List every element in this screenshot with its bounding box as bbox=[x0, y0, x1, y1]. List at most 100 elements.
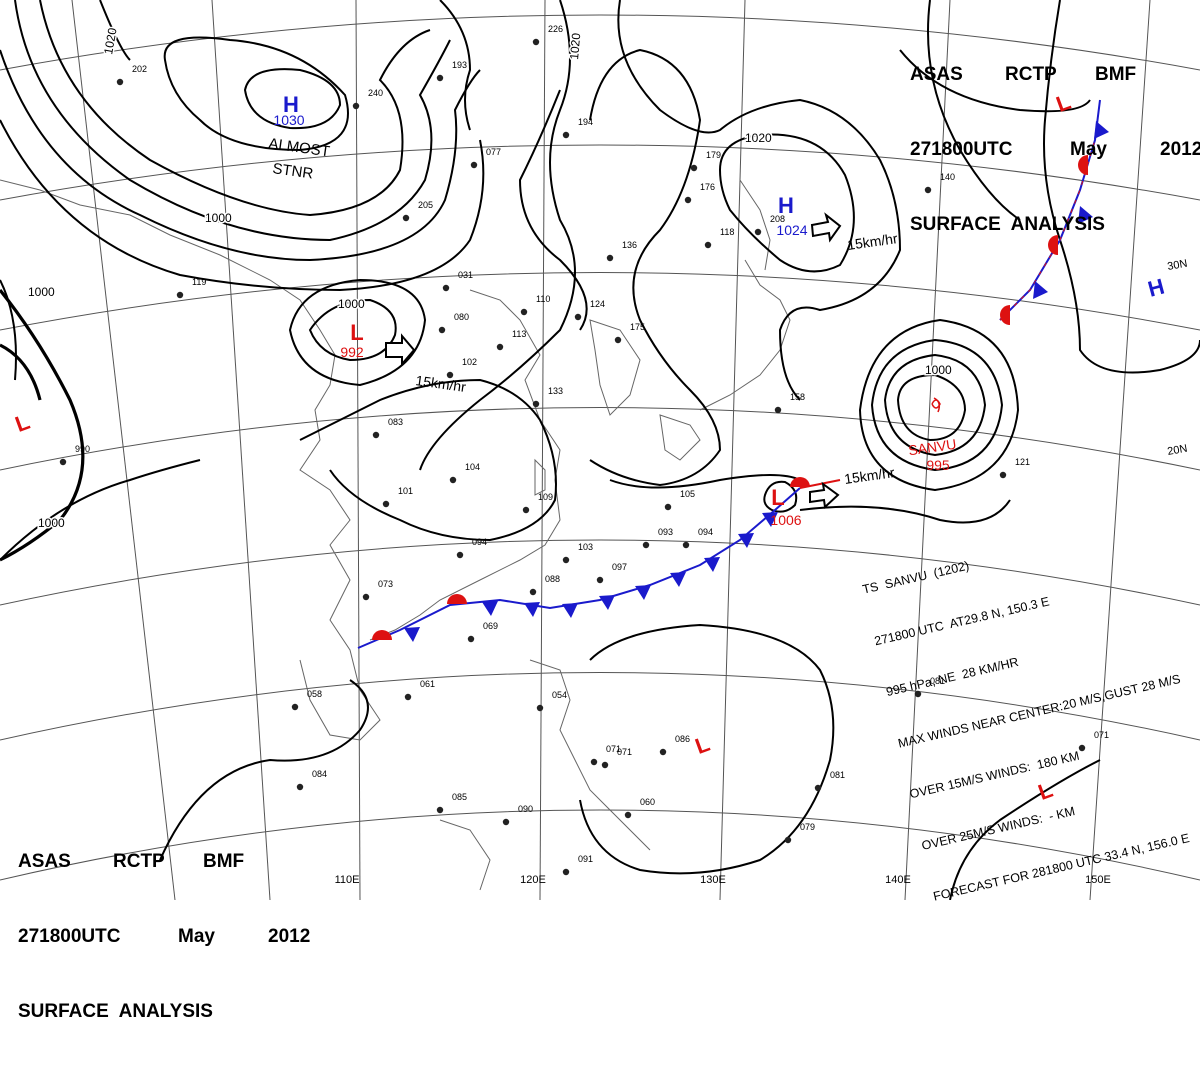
station-circle-icon bbox=[176, 291, 184, 299]
warm-front-semicircle-icon bbox=[447, 594, 467, 604]
station-pressure: 121 bbox=[1015, 457, 1030, 467]
station-pressure: 031 bbox=[458, 270, 473, 280]
header-year: 2012 bbox=[1160, 139, 1200, 160]
station-pressure: 193 bbox=[452, 60, 467, 70]
station-pressure: 175 bbox=[630, 322, 645, 332]
cold-front-barb-icon bbox=[738, 533, 754, 548]
weather-map: 226 193 240 194 077 179 176 205 208 136 118 031 110 1… bbox=[0, 0, 1200, 900]
station-pressure: 110 bbox=[536, 294, 550, 304]
longitude-label: 140E bbox=[885, 874, 911, 886]
warm-front-semicircle-icon bbox=[1048, 235, 1058, 255]
typhoon-name: SANVU bbox=[907, 436, 957, 459]
low-pressure-label: L bbox=[771, 485, 784, 510]
station-pressure: 073 bbox=[378, 579, 393, 589]
high-pressure-label: H bbox=[1145, 274, 1167, 302]
header-agency: ASAS bbox=[18, 851, 71, 872]
station-pressure: 990 bbox=[75, 444, 90, 454]
station-circle-icon bbox=[520, 308, 528, 316]
major-isobars bbox=[0, 289, 85, 562]
station-circle-icon bbox=[774, 406, 782, 414]
station-circle-icon bbox=[536, 704, 544, 712]
station-pressure: 054 bbox=[552, 690, 567, 700]
isobars bbox=[0, 0, 1200, 900]
low-pressure-label: L bbox=[692, 731, 713, 759]
station-circle-icon bbox=[562, 556, 570, 564]
station-pressure: 079 bbox=[800, 822, 815, 832]
station-circle-icon bbox=[456, 551, 464, 559]
motion-arrow-icon bbox=[385, 333, 416, 367]
header-center: RCTP bbox=[1005, 64, 1057, 85]
motion-speed-label: 15km/hr bbox=[846, 230, 899, 253]
station-pressure: 205 bbox=[418, 200, 433, 210]
latitude-label: 30N bbox=[1166, 258, 1188, 273]
cold-front-barb-icon bbox=[404, 627, 420, 642]
station-circle-icon bbox=[1078, 744, 1086, 752]
isobar-label: 1020 bbox=[567, 32, 583, 60]
surface-analysis-chart: 226 193 240 194 077 179 176 205 208 136 118 031 110 1… bbox=[0, 0, 1200, 1022]
station-pressure: 240 bbox=[368, 88, 383, 98]
header-top-right: ASAS RCTP BMF 271800UTC May 2012 SURFACE ANA… bbox=[910, 12, 1200, 287]
header-code: BMF bbox=[1095, 64, 1137, 85]
station-pressure: 071 bbox=[606, 744, 621, 754]
longitude-label: 150E bbox=[1085, 874, 1111, 886]
station-pressure: 071 bbox=[617, 747, 632, 757]
station-circle-icon bbox=[296, 783, 304, 791]
station-pressure: 136 bbox=[622, 240, 637, 250]
header-agency: ASAS bbox=[910, 64, 963, 85]
station-circle-icon bbox=[999, 471, 1007, 479]
station-circle-icon bbox=[596, 576, 604, 584]
station-pressure: 105 bbox=[680, 489, 695, 499]
station-circle-icon bbox=[372, 431, 380, 439]
isobar-label: 1000 bbox=[925, 363, 952, 377]
low-pressure-label: L bbox=[12, 409, 33, 437]
station-circle-icon bbox=[659, 748, 667, 756]
header-month: May bbox=[178, 926, 215, 947]
station-circle-icon bbox=[532, 38, 540, 46]
header-month: May bbox=[1070, 139, 1107, 160]
motion-speed-label: 15km/hr bbox=[843, 464, 896, 487]
station-circle-icon bbox=[382, 500, 390, 508]
station-circle-icon bbox=[590, 758, 598, 766]
station-plots: 226 193 240 194 077 179 176 205 208 136 118 031 110 1… bbox=[59, 24, 1109, 876]
pressure-value: 992 bbox=[340, 344, 364, 360]
header-title: SURFACE ANALYSIS bbox=[18, 1001, 213, 1022]
longitude-label: 120E bbox=[520, 874, 546, 886]
station-circle-icon bbox=[291, 703, 299, 711]
station-circle-icon bbox=[601, 761, 609, 769]
station-circle-icon bbox=[496, 343, 504, 351]
station-pressure: 208 bbox=[770, 214, 785, 224]
motion-arrow-icon bbox=[809, 481, 840, 510]
header-title: SURFACE ANALYSIS bbox=[910, 214, 1105, 235]
header-code: BMF bbox=[203, 851, 245, 872]
cold-front-barb-icon bbox=[482, 601, 498, 616]
cold-front-barb-icon bbox=[524, 602, 540, 617]
station-pressure: 060 bbox=[640, 797, 655, 807]
warm-front-semicircle-icon bbox=[372, 630, 392, 640]
station-pressure: 109 bbox=[538, 492, 553, 502]
station-circle-icon bbox=[446, 371, 454, 379]
station-circle-icon bbox=[624, 811, 632, 819]
longitude-lines bbox=[71, 0, 1151, 900]
station-circle-icon bbox=[562, 868, 570, 876]
front-symbols bbox=[372, 121, 1109, 642]
isobar-label: 1000 bbox=[338, 297, 365, 311]
motion-arrows bbox=[385, 212, 842, 510]
station-pressure: 084 bbox=[312, 769, 327, 779]
station-circle-icon bbox=[784, 836, 792, 844]
station-pressure: 194 bbox=[578, 117, 593, 127]
station-circle-icon bbox=[529, 588, 537, 596]
station-pressure: 091 bbox=[578, 854, 593, 864]
station-pressure: 088 bbox=[545, 574, 560, 584]
station-pressure: 158 bbox=[790, 392, 805, 402]
station-circle-icon bbox=[606, 254, 614, 262]
station-circle-icon bbox=[914, 690, 922, 698]
station-pressure: 093 bbox=[658, 527, 673, 537]
station-pressure: 058 bbox=[307, 689, 322, 699]
station-circle-icon bbox=[754, 228, 762, 236]
station-pressure: 085 bbox=[452, 792, 467, 802]
station-pressure: 094 bbox=[472, 537, 487, 547]
station-pressure: 140 bbox=[940, 172, 955, 182]
station-pressure: 202 bbox=[132, 64, 147, 74]
isobar-label: 1000 bbox=[28, 285, 55, 299]
station-circle-icon bbox=[467, 635, 475, 643]
